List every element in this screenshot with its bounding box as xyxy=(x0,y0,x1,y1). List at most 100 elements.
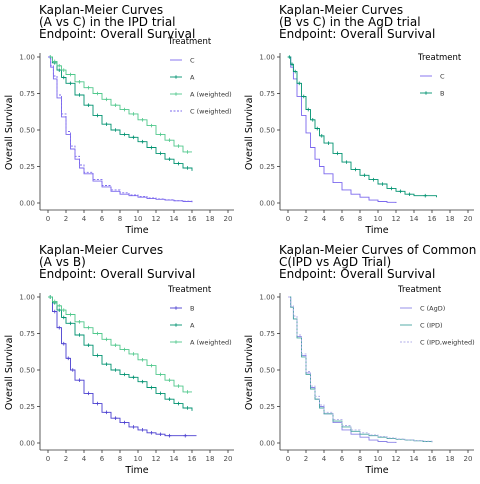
censor-mark xyxy=(113,343,118,347)
censor-mark xyxy=(113,368,118,372)
legend-censor-mark xyxy=(174,75,178,79)
x-tick-label: 16 xyxy=(428,455,437,463)
x-tick-label: 10 xyxy=(134,215,143,223)
censor-mark xyxy=(86,343,91,347)
x-tick-label: 6 xyxy=(100,215,105,223)
legend-title: Treatment xyxy=(167,37,212,47)
censor-mark xyxy=(113,416,118,420)
x-tick-label: 0 xyxy=(286,215,290,223)
chart-title-line: Kaplan-Meier Curves of Common xyxy=(279,243,476,257)
censor-mark xyxy=(380,182,385,186)
censor-mark xyxy=(149,123,154,128)
censor-mark xyxy=(57,308,62,312)
censor-mark xyxy=(176,401,181,406)
legend-label: A (weighted) xyxy=(190,339,232,347)
censor-mark xyxy=(140,357,145,362)
km-curve xyxy=(48,56,193,202)
censor-mark xyxy=(77,320,82,324)
censor-mark xyxy=(158,132,163,137)
censor-mark xyxy=(167,157,172,161)
censor-mark xyxy=(122,107,127,112)
x-tick-label: 6 xyxy=(100,455,105,463)
x-tick-label: 2 xyxy=(304,215,308,223)
x-tick-label: 12 xyxy=(392,455,401,463)
censor-mark xyxy=(158,432,163,437)
censor-mark xyxy=(68,72,73,77)
x-tick-label: 18 xyxy=(446,215,455,223)
censor-mark xyxy=(122,132,127,137)
x-tick-label: 6 xyxy=(340,215,345,223)
y-axis-label: Overall Survival xyxy=(244,95,255,170)
km-panel-1: Kaplan-Meier Curves(A vs C) in the IPD t… xyxy=(4,3,234,236)
censor-mark xyxy=(113,128,118,132)
censor-mark xyxy=(131,112,136,116)
censor-mark xyxy=(61,68,66,72)
chart-title-line: (A vs B) xyxy=(39,255,86,269)
censor-mark xyxy=(52,299,57,304)
censor-mark xyxy=(68,81,73,86)
censor-mark xyxy=(423,193,428,198)
censor-mark xyxy=(315,126,320,131)
x-tick-label: 16 xyxy=(188,215,197,223)
censor-mark xyxy=(95,353,100,358)
y-axis-label: Overall Survival xyxy=(244,335,255,410)
chart-title-line: Endpoint: Overall Survival xyxy=(39,267,195,281)
censor-mark xyxy=(407,192,412,197)
chart-title-line: (A vs C) in the IPD trial xyxy=(39,15,176,29)
censor-mark xyxy=(61,308,66,312)
km-curve xyxy=(288,56,437,198)
censor-mark xyxy=(113,103,118,107)
censor-mark xyxy=(61,315,66,320)
y-tick-label: 0.75 xyxy=(19,330,35,338)
censor-mark xyxy=(131,352,136,356)
legend-label: C (AgD) xyxy=(420,305,445,313)
y-tick-label: 0.25 xyxy=(19,403,35,411)
censor-mark xyxy=(86,85,91,90)
censor-mark xyxy=(149,430,154,435)
censor-mark xyxy=(140,117,145,122)
x-tick-label: 20 xyxy=(224,455,233,463)
censor-mark xyxy=(48,295,53,299)
censor-mark xyxy=(310,117,315,122)
legend: Treatment C A A (weighted) C (weighted) xyxy=(167,37,232,116)
chart-title-line: Kaplan-Meier Curves xyxy=(39,243,163,257)
legend-censor-mark xyxy=(424,91,428,95)
y-tick-label: 0.00 xyxy=(259,200,275,208)
censor-mark xyxy=(398,189,403,194)
legend-censor-mark xyxy=(174,306,178,310)
y-tick-label: 0.50 xyxy=(19,127,35,135)
x-tick-label: 14 xyxy=(170,215,179,223)
x-tick-label: 0 xyxy=(46,455,50,463)
x-tick-label: 4 xyxy=(82,215,87,223)
censor-mark xyxy=(319,134,324,138)
km-curve xyxy=(288,56,397,203)
chart-title-line: C(IPD vs AgD Trial) xyxy=(279,255,391,269)
censor-mark xyxy=(122,420,127,425)
censor-mark xyxy=(52,59,57,64)
y-axis-label: Overall Survival xyxy=(4,95,15,170)
censor-mark xyxy=(68,321,73,326)
censor-mark xyxy=(185,390,190,394)
censor-mark xyxy=(293,69,297,74)
legend-label: B xyxy=(190,305,194,313)
censor-mark xyxy=(158,372,163,377)
y-tick-label: 1.00 xyxy=(19,294,35,302)
legend-title: Treatment xyxy=(417,53,462,63)
censor-mark xyxy=(167,433,172,438)
legend-label: C (weighted) xyxy=(190,108,232,116)
y-tick-label: 0.00 xyxy=(19,200,35,208)
censor-mark xyxy=(158,391,163,396)
y-tick-label: 0.25 xyxy=(259,403,275,411)
x-axis-label: Time xyxy=(124,465,148,476)
y-tick-label: 0.50 xyxy=(259,367,275,375)
censor-mark xyxy=(389,186,394,191)
censor-mark xyxy=(70,368,75,372)
censor-mark xyxy=(57,303,62,308)
x-tick-label: 4 xyxy=(322,455,327,463)
censor-mark xyxy=(335,151,340,156)
x-axis-label: Time xyxy=(364,225,388,236)
censor-mark xyxy=(52,309,57,314)
legend-label: C (IPD,weighted) xyxy=(420,339,475,347)
chart-title-line: Endpoint: Overall Survival xyxy=(279,27,435,41)
